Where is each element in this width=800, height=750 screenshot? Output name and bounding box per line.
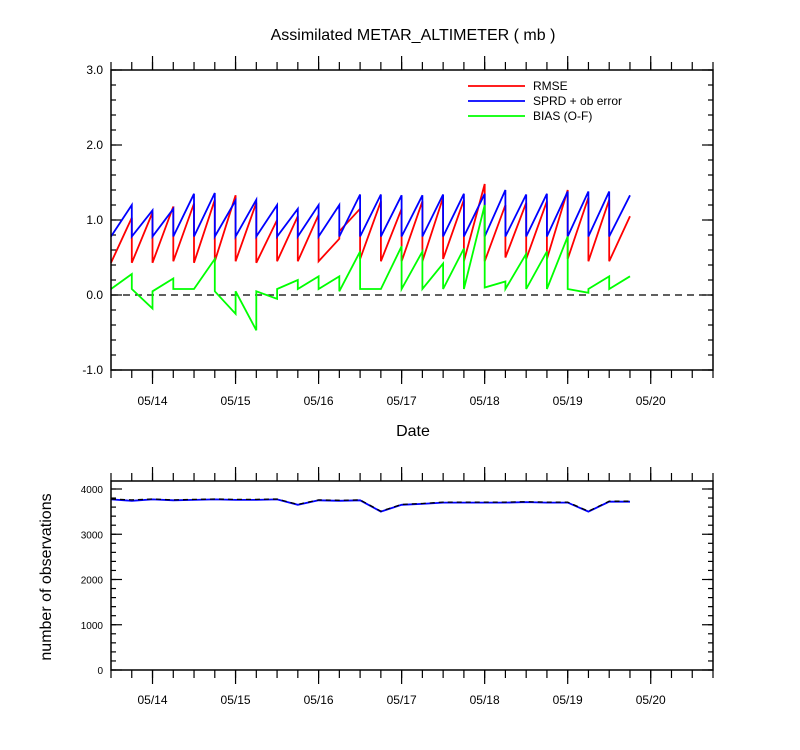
top-x-tick-label: 05/15 <box>221 394 251 408</box>
bottom-x-tick-label: 05/16 <box>304 693 334 707</box>
obs-y-tick-label: 4000 <box>81 485 104 496</box>
obs-y-tick-label: 3000 <box>81 530 104 541</box>
top-x-tick-label: 05/19 <box>553 394 583 408</box>
top-plot: -1.0 0.0 1.0 2.0 3.0 05/14 05/15 05/16 05/17 05/1… <box>82 56 714 408</box>
top-x-tick-label: 05/18 <box>470 394 500 408</box>
series-line-sprd-ob-error <box>110 189 631 240</box>
x-axis-label: Date <box>396 423 430 440</box>
bottom-plot-frame <box>110 480 714 671</box>
bottom-x-tick-label: 05/19 <box>553 693 583 707</box>
series-line-rmse <box>110 183 631 264</box>
bottom-x-tick-label: 05/14 <box>138 693 168 707</box>
top-x-tick-label: 05/17 <box>387 394 417 408</box>
bottom-x-tick-label: 05/15 <box>221 693 251 707</box>
bottom-x-tick-label: 05/18 <box>470 693 500 707</box>
y-tick-label: 3.0 <box>86 63 103 77</box>
obs-y-tick-label: 1000 <box>81 621 104 632</box>
obs-series-line-possible <box>110 498 630 512</box>
y-tick-label: 1.0 <box>86 213 103 227</box>
series-line-bias-o-f <box>110 204 631 331</box>
y-axis-label-observations: number of observations <box>38 493 55 660</box>
obs-y-tick-label: 0 <box>97 666 103 677</box>
y-tick-label: -1.0 <box>82 363 103 377</box>
y-tick-label: 0.0 <box>86 288 103 302</box>
top-plot-frame <box>110 69 714 371</box>
top-x-tick-label: 05/14 <box>138 394 168 408</box>
obs-y-tick-label: 2000 <box>81 576 104 587</box>
top-x-tick-label: 05/20 <box>636 394 666 408</box>
legend-label: BIAS (O-F) <box>533 109 592 123</box>
legend-label: RMSE <box>533 79 568 93</box>
top-x-tick-label: 05/16 <box>304 394 334 408</box>
bottom-plot: 0 1000 2000 3000 4000 05/14 05/15 05/16 05/17 05/… <box>81 467 714 707</box>
bottom-x-tick-label: 05/20 <box>636 693 666 707</box>
chart-title: Assimilated METAR_ALTIMETER ( mb ) <box>271 27 556 44</box>
y-tick-label: 2.0 <box>86 138 103 152</box>
legend-label: SPRD + ob error <box>533 94 622 108</box>
bottom-x-tick-label: 05/17 <box>387 693 417 707</box>
